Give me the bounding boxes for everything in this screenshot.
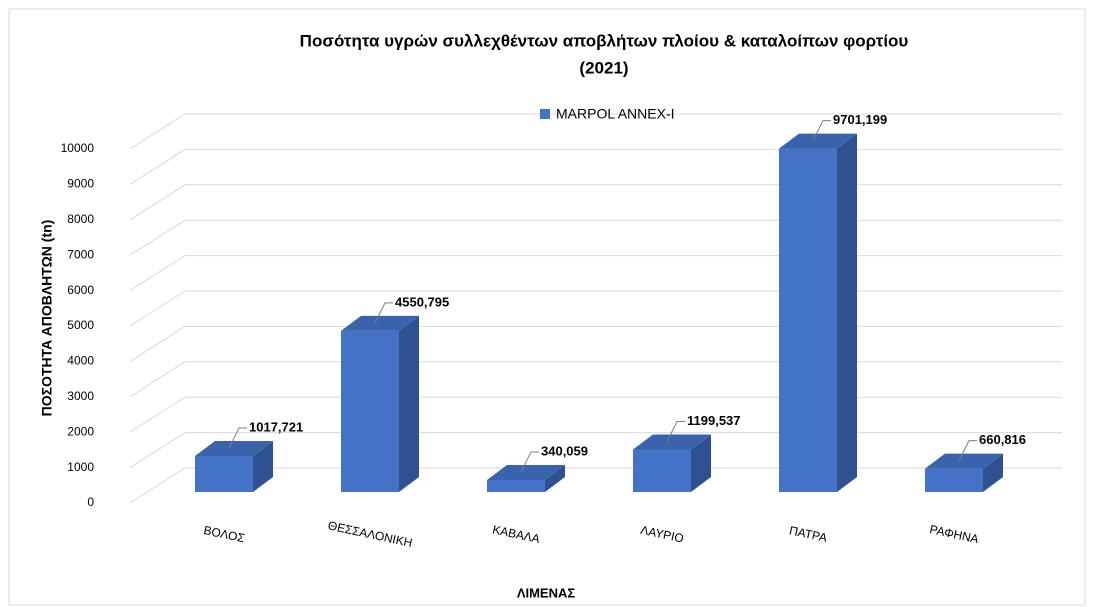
y-tick-label: 8000 [67,212,94,226]
x-tick-label: ΠΑΤΡΑ [788,523,828,545]
grid-line [129,432,1062,469]
bar-top [195,440,273,456]
grid-line [129,219,1062,256]
x-axis-label: ΛΙΜΕΝΑΣ [517,585,576,600]
bar-top [633,434,711,450]
legend-swatch [540,109,550,119]
data-label: 660,816 [979,432,1026,447]
bar-side [837,133,857,492]
x-tick-label: ΒΟΛΟΣ [202,523,246,545]
x-tick-label: ΘΕΣΣΑΛΟΝΙΚΗ [327,518,414,550]
bar [779,148,837,492]
bar-top [341,315,419,331]
x-tick-label: ΛΑΥΡΙΟ [639,523,685,546]
grid-line [129,255,1062,292]
data-label: 9701,199 [833,112,887,127]
y-tick-label: 1000 [67,460,94,474]
legend-label: MARPOL ANNEX-I [556,106,675,122]
data-label: 1199,537 [687,413,741,428]
bar-side [545,464,565,492]
grid-line [129,290,1062,327]
y-tick-label: 2000 [67,424,94,438]
data-label: 1017,721 [249,419,303,434]
y-tick-label: 5000 [67,318,94,332]
y-tick-label: 4000 [67,354,94,368]
leader-line [666,421,685,442]
bar-top [487,464,565,480]
leader-line [958,440,977,461]
grid-line [129,361,1062,398]
y-tick-label: 9000 [67,177,94,191]
bar-side [253,440,273,492]
bar-top [925,453,1003,469]
grid-line [129,113,1062,150]
y-axis-label: ΠΟΣΟΤΗΤΑ ΑΠΟΒΛΗΤΩΝ (tn) [39,220,55,417]
x-tick-label: ΚΑΒΑΛΑ [491,522,541,546]
y-tick-label: 6000 [67,283,94,297]
y-tick-label: 0 [87,495,94,509]
y-tick-label: 3000 [67,389,94,403]
bar [195,455,253,492]
bar [341,330,399,492]
y-tick-label: 10000 [61,141,95,155]
bar-top [779,133,857,149]
y-tick-label: 7000 [67,247,94,261]
data-label: 4550,795 [395,294,449,309]
bar-side [399,315,419,492]
leader-line [520,451,539,473]
leader-line [374,302,393,324]
bar [925,468,983,492]
bar-side [691,434,711,492]
bar-side [983,453,1003,492]
grid-line [129,325,1062,362]
x-tick-label: ΡΑΦΗΝΑ [928,522,980,546]
leader-line [812,120,831,141]
grid-line [129,467,1062,504]
grid-line [129,396,1062,433]
data-label: 340,059 [541,443,588,458]
chart-subtitle: (2021) [579,58,628,77]
grid-line [129,184,1062,221]
bar [633,449,691,492]
leader-line [228,427,247,449]
chart-border [8,8,1086,606]
grid-line [129,148,1062,185]
bar [487,479,545,492]
chart-title: Ποσότητα υγρών συλλεχθέντων αποβλήτων πλ… [300,31,909,50]
